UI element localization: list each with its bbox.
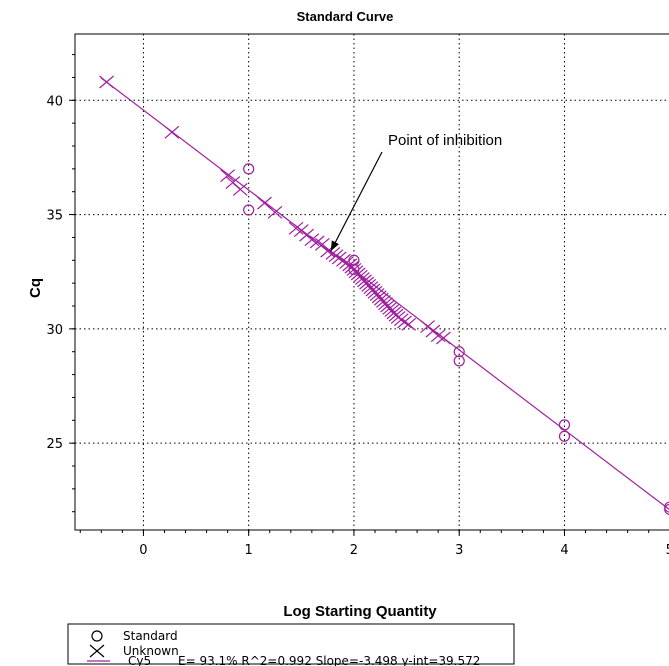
legend-circle-icon [91,630,103,642]
annotation-arrowhead [330,240,339,252]
standard-point [243,204,255,216]
legend: Standard Unknown Cy5 E= 93.1% R^2=0.992 … [67,623,515,666]
unknown-point [232,182,248,196]
legend-label-cy5: Cy5 [128,654,151,666]
unknown-point [267,205,283,219]
legend-x-icon [89,644,105,658]
unknown-point [430,329,446,343]
x-tick-label: 2 [350,543,358,558]
legend-box [67,623,515,665]
standard-point [243,163,255,175]
unknown-point [401,317,417,331]
unknown-point [436,331,451,345]
standard-point [453,355,465,367]
x-tick-label: 0 [139,543,147,558]
fit-line-layer [100,77,669,511]
unknown-point [220,169,236,183]
standard-point [558,430,571,442]
data-points [99,75,669,515]
legend-stats: E= 93.1% R^2=0.992 Slope=-3.498 y-int=39… [178,654,480,666]
x-axis-label: Log Starting Quantity [283,603,437,620]
y-tick-label: 30 [46,323,63,338]
x-tick-label: 5 [666,543,669,558]
annotation-text: Point of inhibition [388,132,502,149]
x-tick-label: 4 [560,543,568,558]
y-axis-label: Cq [27,278,44,298]
standard-point [664,503,669,515]
y-tick-label: 25 [46,437,63,452]
unknown-point [164,125,180,139]
annotation-arrow [330,151,383,252]
x-tick-label: 1 [245,543,253,558]
standard-point [453,346,465,358]
legend-label-unknown: Unknown [123,644,179,658]
y-tick-label: 35 [46,209,63,224]
x-tick-label: 3 [455,543,463,558]
unknown-point [397,315,412,329]
annotation: Point of inhibition [330,132,502,252]
legend-label-standard: Standard [123,629,178,643]
chart-title: Standard Curve [297,9,394,24]
standard-point [558,419,571,431]
axis-ticks: 0 1 2 3 4 5 25 30 35 40 [46,54,669,558]
unknown-point [304,233,320,247]
unknown-point [288,221,304,235]
unknown-point [331,251,347,265]
y-tick-label: 40 [46,94,63,109]
fit-line [100,77,669,511]
unknown-point [99,75,114,89]
